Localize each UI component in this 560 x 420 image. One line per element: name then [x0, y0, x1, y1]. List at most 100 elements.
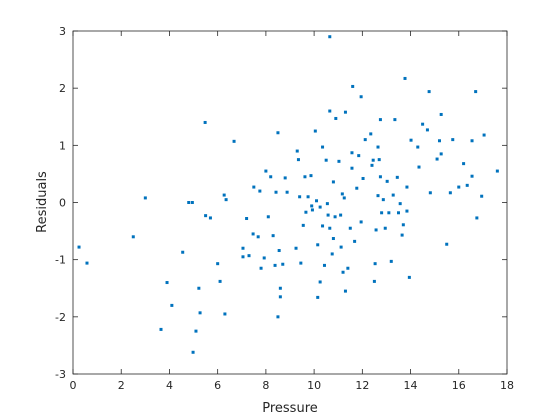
scatter-point: [256, 235, 260, 239]
scatter-point: [425, 128, 429, 132]
y-tick-label: -3: [55, 368, 66, 381]
scatter-point: [331, 180, 335, 184]
scatter-point: [380, 211, 384, 215]
scatter-point: [181, 250, 185, 254]
axes-box: [72, 30, 508, 375]
scatter-point: [328, 35, 332, 39]
scatter-point: [407, 275, 411, 279]
scatter-point: [470, 139, 474, 143]
scatter-point: [439, 112, 443, 116]
scatter-point: [416, 145, 420, 149]
scatter-point: [259, 266, 263, 270]
scatter-point: [371, 158, 375, 162]
scatter-point: [326, 213, 330, 217]
scatter-point: [397, 211, 400, 215]
scatter-point: [198, 311, 202, 315]
scatter-point: [357, 154, 361, 158]
scatter-point: [322, 263, 326, 267]
scatter-point: [373, 262, 377, 266]
scatter-point: [348, 226, 352, 230]
scatter-point: [341, 270, 345, 274]
scatter-point: [480, 194, 484, 198]
scatter-point: [482, 133, 486, 137]
scatter-point: [428, 191, 432, 195]
scatter-point: [281, 262, 285, 266]
scatter-point: [372, 279, 376, 283]
scatter-point: [325, 202, 329, 206]
scatter-point: [159, 327, 163, 331]
scatter-point: [301, 223, 305, 227]
scatter-point: [376, 145, 380, 149]
scatter-point: [283, 176, 287, 180]
scatter-point: [276, 131, 280, 135]
scatter-point: [439, 152, 443, 156]
y-tick-label: 1: [59, 139, 66, 152]
scatter-point: [451, 138, 455, 142]
scatter-point: [241, 255, 245, 259]
scatter-point: [403, 76, 407, 80]
scatter-point: [303, 175, 307, 179]
scatter-point: [77, 245, 81, 249]
scatter-point: [417, 165, 421, 169]
scatter-point: [232, 139, 236, 143]
scatter-point: [277, 249, 281, 253]
scatter-point: [361, 176, 365, 180]
scatter-point: [295, 149, 299, 153]
scatter-point: [245, 217, 249, 221]
x-tick-label: 0: [70, 379, 77, 392]
scatter-point: [262, 256, 266, 260]
scatter-point: [475, 216, 479, 220]
scatter-point: [437, 139, 441, 143]
y-tick-label: 2: [59, 82, 66, 95]
scatter-point: [383, 226, 387, 230]
scatter-point: [318, 280, 322, 284]
scatter-point: [315, 199, 319, 203]
scatter-point: [298, 195, 302, 199]
x-tick-label: 14: [404, 379, 418, 392]
scatter-point: [310, 204, 314, 208]
scatter-point: [165, 281, 169, 285]
scatter-point: [333, 215, 337, 219]
scatter-point: [264, 169, 268, 173]
scatter-point: [457, 185, 461, 189]
x-tick-label: 8: [262, 379, 269, 392]
scatter-point: [462, 162, 466, 166]
y-tick-label: -1: [55, 254, 66, 267]
scatter-point: [376, 194, 380, 198]
scatter-point: [398, 202, 402, 206]
scatter-point: [405, 185, 409, 189]
scatter-point: [203, 120, 207, 124]
scatter-point: [294, 246, 298, 250]
scatter-point: [343, 289, 347, 293]
scatter-point: [252, 185, 256, 189]
scatter-point: [378, 118, 382, 122]
scatter-point: [190, 201, 194, 204]
scatter-point: [470, 174, 474, 178]
scatter-point: [324, 158, 328, 162]
scatter-point: [374, 228, 378, 232]
scatter-point: [343, 110, 347, 114]
scatter-point: [409, 138, 413, 142]
scatter-point: [85, 261, 89, 265]
scatter-point: [355, 186, 359, 190]
scatter-point: [224, 198, 228, 202]
scatter-point: [276, 315, 280, 319]
scatter-point: [304, 210, 308, 214]
scatter-point: [273, 263, 277, 267]
scatter-point: [321, 224, 325, 228]
scatter-point: [316, 295, 320, 299]
scatter-point: [400, 233, 404, 237]
x-tick-label: 18: [500, 379, 514, 392]
scatter-point: [187, 201, 191, 204]
scatter-point: [299, 261, 303, 265]
scatter-point: [204, 214, 208, 218]
scatter-point: [306, 195, 310, 199]
scatter-point: [331, 237, 335, 241]
scatter-point: [143, 196, 147, 200]
scatter-point: [393, 118, 397, 122]
scatter-point: [340, 192, 344, 196]
scatter-point: [313, 129, 317, 133]
scatter-point: [448, 191, 452, 195]
scatter-point: [258, 189, 262, 193]
